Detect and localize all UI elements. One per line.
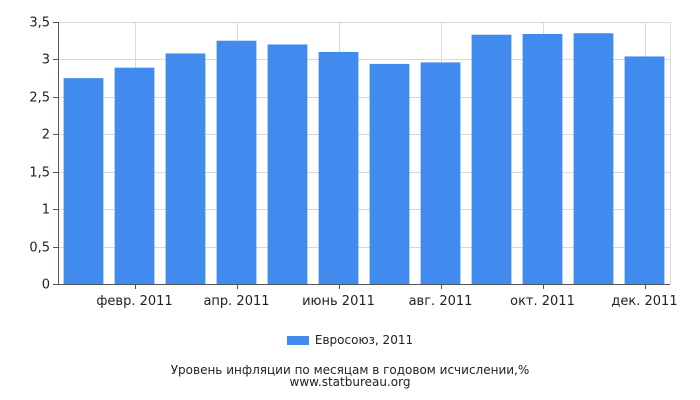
y-tick-label: 1,5 (29, 166, 50, 181)
bar (114, 67, 155, 284)
x-tick-label: июнь 2011 (302, 294, 375, 309)
bar (369, 63, 410, 284)
bar (573, 33, 614, 284)
bar (165, 53, 206, 284)
x-tick-label: окт. 2011 (510, 294, 575, 309)
source-url: www.statbureau.org (289, 375, 411, 389)
bar (318, 51, 359, 284)
x-tick-label: февр. 2011 (96, 294, 172, 309)
chart-caption: Уровень инфляции по месяцам в годовом ис… (0, 364, 700, 388)
legend-swatch (286, 335, 309, 345)
y-tick-label: 0 (42, 278, 50, 293)
x-tick-label: дек. 2011 (611, 294, 677, 309)
y-tick-label: 2 (42, 128, 50, 143)
bars (63, 33, 665, 285)
bar (216, 40, 257, 284)
chart-title: Уровень инфляции по месяцам в годовом ис… (170, 363, 530, 377)
y-tick-label: 3 (42, 53, 50, 68)
y-tick-label: 3,5 (29, 16, 50, 31)
bar (63, 78, 104, 285)
bar (624, 56, 665, 285)
x-tick-label: апр. 2011 (203, 294, 269, 309)
bar (267, 44, 308, 285)
bar (471, 34, 512, 285)
y-tick-label: 1 (42, 203, 50, 218)
x-tick-label: авг. 2011 (409, 294, 473, 309)
x-tick-labels: февр. 2011 апр. 2011 июнь 2011 авг. 2011 окт… (96, 294, 677, 309)
legend: Евросоюз, 2011 (0, 333, 700, 347)
legend-label: Евросоюз, 2011 (314, 333, 414, 347)
y-tick-label: 2,5 (29, 91, 50, 106)
bar (522, 33, 563, 284)
y-tick-label: 0,5 (29, 241, 50, 256)
y-tick-labels: 0 0,5 1 1,5 2 2,5 3 3,5 (29, 16, 50, 293)
bar (420, 62, 461, 285)
axes (53, 22, 670, 289)
bar-chart: 0 0,5 1 1,5 2 2,5 3 3,5 февр. 2011 апр. 2011 июнь… (29, 16, 677, 310)
